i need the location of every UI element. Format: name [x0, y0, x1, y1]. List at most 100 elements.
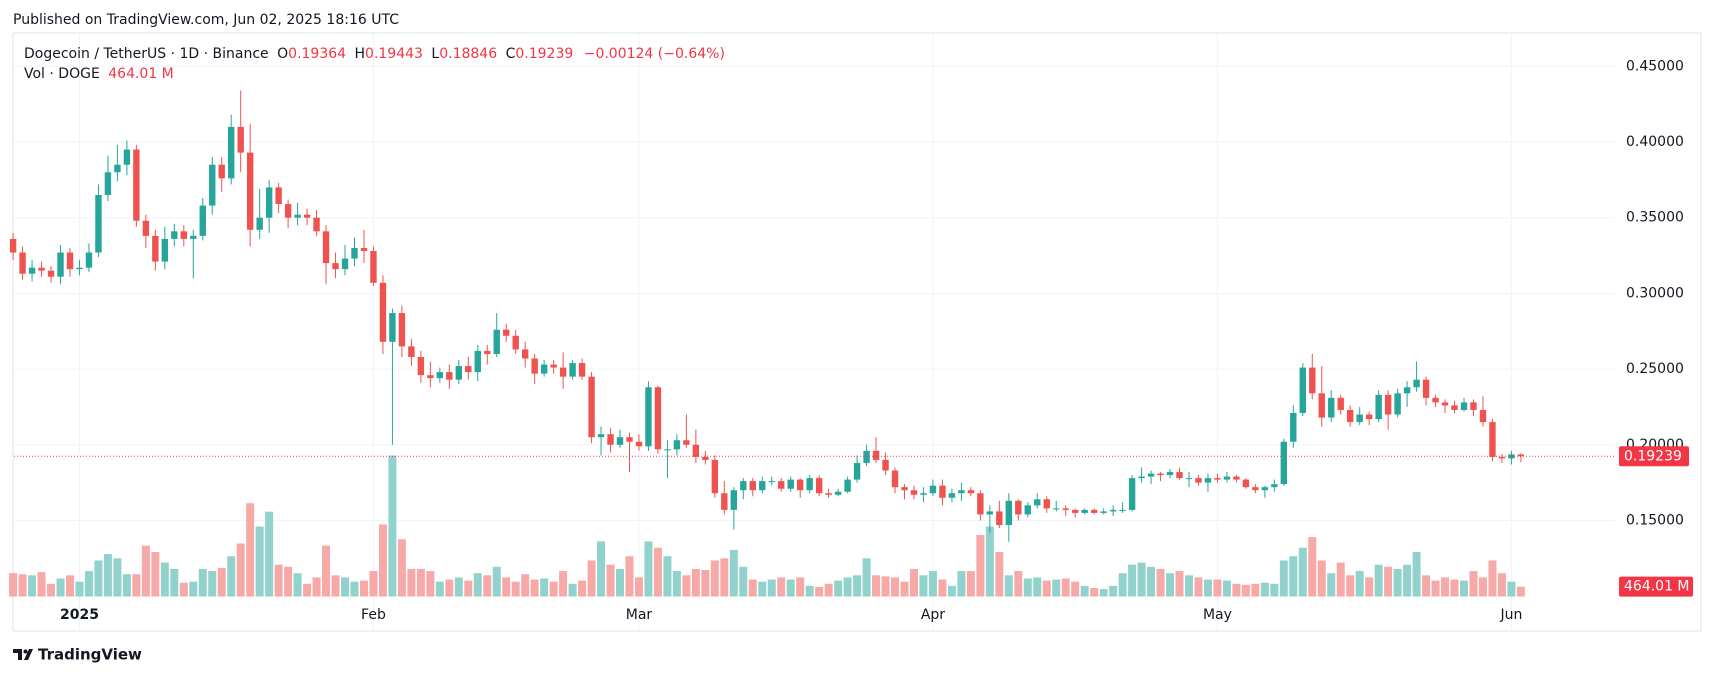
volume-bar — [1422, 575, 1431, 597]
volume-bar — [1355, 571, 1364, 597]
volume-bar — [397, 539, 406, 597]
candle-body — [1489, 422, 1496, 457]
volume-pane — [9, 455, 1525, 597]
volume-bar — [103, 554, 112, 597]
volume-bar — [578, 580, 587, 597]
volume-bar — [1384, 566, 1393, 597]
last-price-box — [1619, 446, 1689, 467]
candle-body — [939, 485, 946, 498]
candle-body — [825, 493, 832, 495]
candle-body — [313, 217, 320, 232]
volume-bar — [777, 577, 786, 597]
volume-bar — [331, 575, 340, 597]
candle-body — [721, 493, 728, 510]
volume-bar — [445, 579, 454, 597]
volume-bar — [805, 585, 814, 597]
candle-body — [1347, 409, 1354, 423]
volume-bar — [634, 577, 643, 597]
volume-bar — [113, 558, 122, 597]
volume-bar — [1033, 577, 1042, 597]
volume-bar — [720, 558, 729, 597]
volume-bar — [303, 583, 312, 597]
volume-label-box — [1619, 576, 1693, 597]
candle-body — [806, 478, 813, 491]
candle-body — [275, 187, 282, 205]
candle-body — [702, 456, 709, 460]
legend-line: Dogecoin / TetherUS · 1D · Binance O0.19… — [24, 46, 725, 62]
volume-bar — [1393, 568, 1402, 597]
candle-body — [578, 363, 586, 377]
y-tick-label: 0.15000 — [1626, 512, 1684, 528]
volume-bar — [160, 562, 169, 597]
candle-body — [389, 313, 396, 342]
candle-body — [9, 238, 17, 253]
volume-bar — [1166, 573, 1175, 597]
candle-body — [1365, 414, 1373, 420]
candle-body — [853, 462, 861, 480]
candle-body — [104, 172, 112, 195]
candle-body — [1166, 472, 1174, 476]
candle-body — [370, 251, 377, 283]
volume-bar — [815, 586, 824, 597]
volume-bar — [1260, 582, 1269, 597]
volume-bar — [255, 526, 264, 597]
brand-logo: TradingView — [13, 646, 142, 664]
volume-bar — [521, 574, 530, 597]
candle-body — [607, 434, 614, 445]
low-value: 0.18846 — [439, 46, 497, 62]
volume-bar — [767, 579, 776, 597]
candle-body — [1318, 393, 1325, 418]
volume-bar — [1213, 579, 1222, 597]
volume-bar — [606, 564, 615, 597]
candle-body — [1147, 473, 1155, 477]
candle-body — [379, 282, 387, 342]
candle-body — [1309, 367, 1316, 394]
volume-bar — [1403, 564, 1412, 597]
candle-body — [768, 481, 775, 483]
candle-body — [920, 493, 927, 495]
volume-bar — [843, 577, 852, 597]
candle-body — [360, 247, 368, 252]
candle-body — [759, 481, 766, 491]
candle-body — [692, 444, 700, 457]
candle-body — [664, 449, 671, 451]
candle-body — [332, 263, 339, 270]
volume-bar — [265, 511, 274, 597]
open-value: 0.19364 — [288, 46, 346, 62]
volume-bar — [748, 579, 757, 597]
volume-bar — [454, 577, 463, 597]
volume-bar — [1298, 547, 1307, 597]
candle-body — [749, 481, 756, 491]
candle-body — [1005, 500, 1013, 526]
candle-body — [123, 149, 131, 165]
volume-bar — [530, 579, 539, 597]
candle-body — [28, 267, 36, 274]
volume-bar — [549, 581, 558, 597]
candle-body — [1015, 500, 1022, 515]
candle-body — [844, 479, 851, 492]
volume-bar — [198, 568, 207, 597]
volume-bar — [729, 549, 738, 597]
volume-bar — [1203, 579, 1212, 597]
candle-body — [1109, 509, 1117, 512]
candle-body — [1071, 509, 1079, 513]
volume-bar — [1507, 581, 1516, 597]
volume-bar — [1459, 580, 1468, 597]
candle-body — [152, 235, 159, 262]
candle-body — [1451, 405, 1458, 410]
volume-bar — [464, 580, 473, 597]
candle-body — [436, 372, 444, 379]
candle-body — [1090, 509, 1098, 513]
candle-body — [180, 231, 187, 239]
volume-bar — [1289, 556, 1298, 597]
volume-bar — [426, 571, 435, 597]
volume-bar — [919, 575, 928, 597]
volume-bar — [1450, 579, 1459, 597]
high-value: 0.19443 — [365, 46, 423, 62]
volume-bar — [1441, 577, 1450, 597]
candle-body — [1299, 367, 1306, 413]
candle-body — [834, 491, 842, 495]
candle-body — [1204, 478, 1212, 483]
candle-body — [322, 231, 330, 264]
volume-bar — [1327, 573, 1336, 597]
